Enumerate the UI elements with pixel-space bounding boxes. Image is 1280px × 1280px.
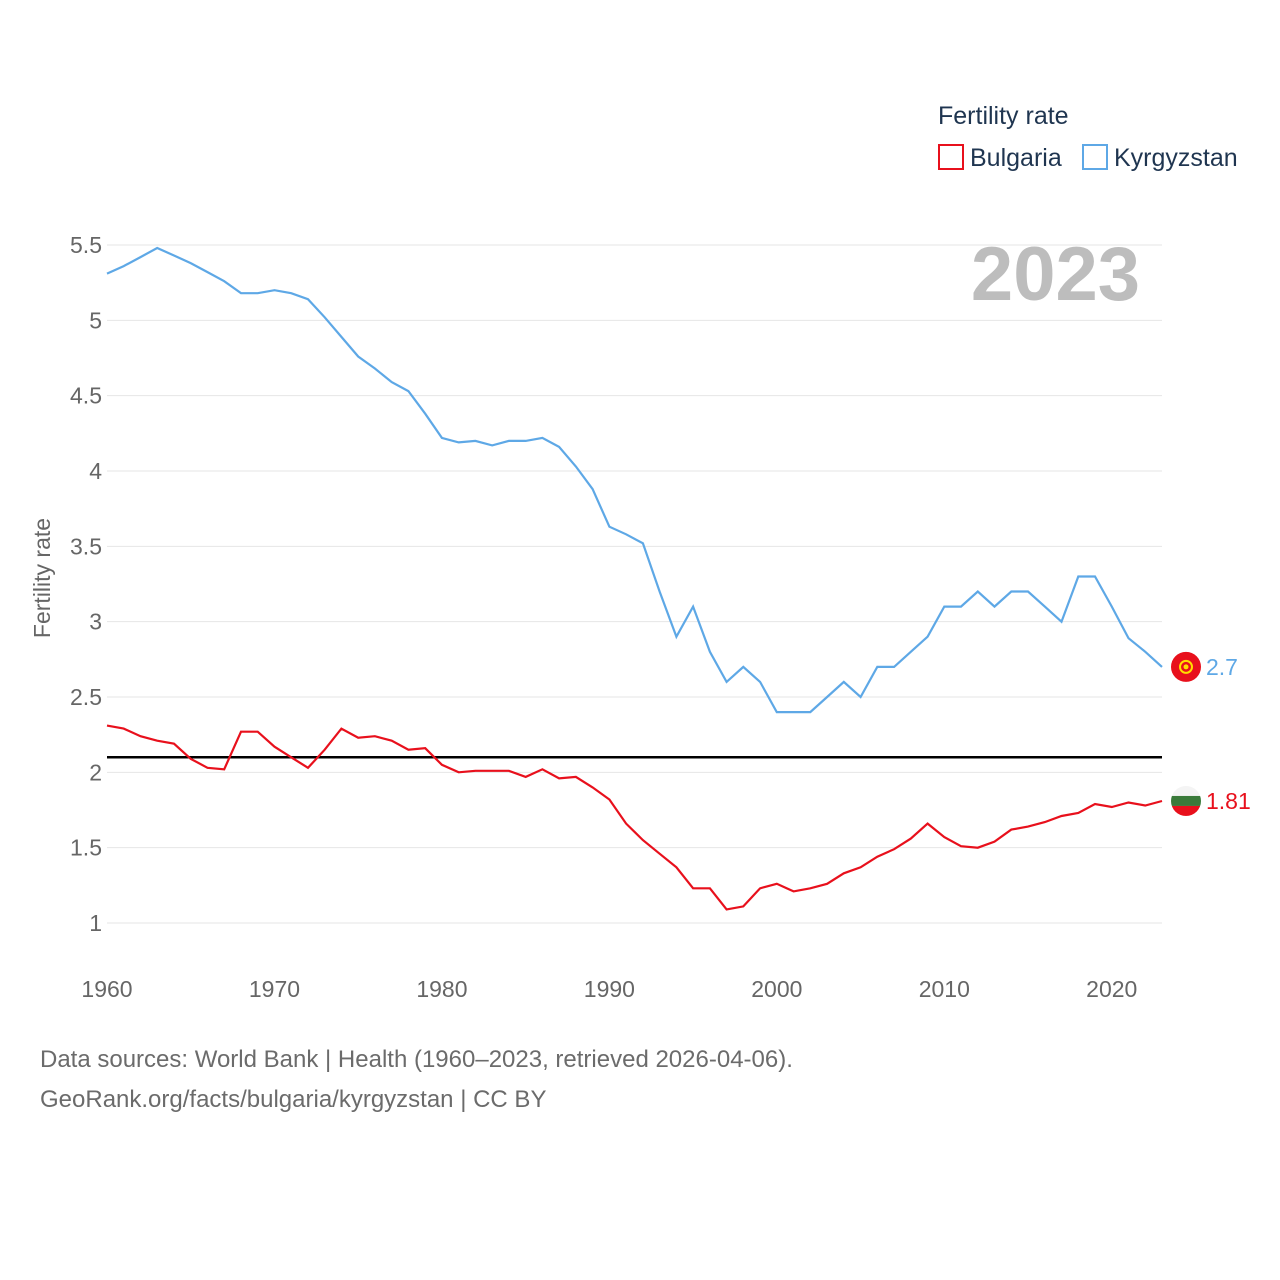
x-tick-label: 2020 bbox=[1086, 976, 1137, 1002]
series-line-kyrgyzstan[interactable] bbox=[106, 246, 1163, 714]
y-axis-ticks: 1 1.5 2 2.5 3 3.5 4 4.5 5 5.5 bbox=[70, 232, 102, 936]
y-tick-label: 4 bbox=[89, 458, 102, 484]
legend-label-bulgaria: Bulgaria bbox=[970, 144, 1062, 172]
y-gridlines bbox=[107, 244, 1162, 924]
x-tick-label: 2000 bbox=[751, 976, 802, 1002]
legend-swatch-kyrgyzstan bbox=[1082, 144, 1108, 170]
data-source-text: Data sources: World Bank | Health (1960–… bbox=[40, 1046, 793, 1073]
legend-swatch-bulgaria bbox=[938, 144, 964, 170]
year-watermark: 2023 bbox=[971, 232, 1140, 317]
y-tick-label: 4.5 bbox=[70, 383, 102, 409]
y-tick-label: 2 bbox=[89, 759, 102, 785]
x-tick-label: 1970 bbox=[249, 976, 300, 1002]
x-tick-label: 1960 bbox=[81, 976, 132, 1002]
bulgaria-flag-icon bbox=[1171, 785, 1201, 816]
x-tick-label: 1980 bbox=[416, 976, 467, 1002]
series-line-bulgaria[interactable] bbox=[106, 724, 1163, 911]
x-tick-label: 2010 bbox=[919, 976, 970, 1002]
y-tick-label: 1.5 bbox=[70, 835, 102, 861]
legend-item-kyrgyzstan[interactable]: Kyrgyzstan bbox=[1082, 144, 1238, 172]
y-axis-label: Fertility rate bbox=[29, 518, 55, 638]
data-source-footer: Data sources: World Bank | Health (1960–… bbox=[40, 1040, 793, 1120]
end-label-bulgaria: 1.81 bbox=[1206, 788, 1251, 814]
x-axis-ticks: 1960 1970 1980 1990 2000 2010 2020 bbox=[81, 976, 1137, 1002]
legend-label-kyrgyzstan: Kyrgyzstan bbox=[1114, 144, 1238, 172]
y-tick-label: 2.5 bbox=[70, 684, 102, 710]
attribution-link[interactable]: GeoRank.org/facts/bulgaria/kyrgyzstan | … bbox=[40, 1086, 547, 1113]
y-tick-label: 1 bbox=[89, 910, 102, 936]
legend-item-bulgaria[interactable]: Bulgaria bbox=[938, 144, 1062, 172]
y-tick-label: 3 bbox=[89, 609, 102, 635]
kyrgyzstan-flag-icon bbox=[1171, 651, 1201, 682]
x-tick-label: 1990 bbox=[584, 976, 635, 1002]
legend-title: Fertility rate bbox=[938, 102, 1069, 130]
y-tick-label: 5.5 bbox=[70, 232, 102, 258]
y-tick-label: 5 bbox=[89, 307, 102, 333]
end-label-kyrgyzstan: 2.7 bbox=[1206, 654, 1238, 680]
y-tick-label: 3.5 bbox=[70, 533, 102, 559]
